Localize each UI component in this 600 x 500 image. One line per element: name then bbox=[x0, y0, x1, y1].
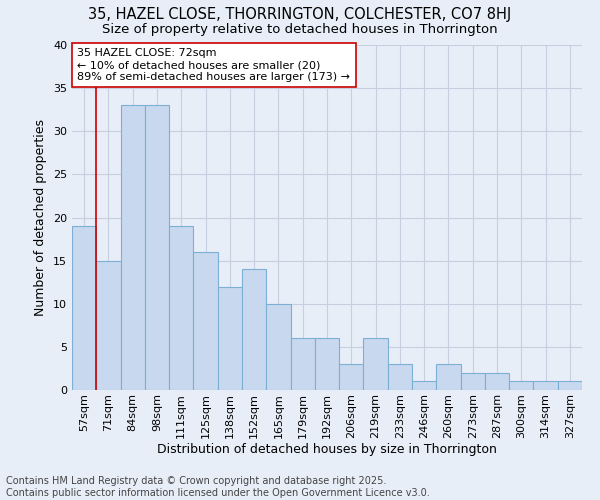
Bar bbox=[169, 226, 193, 390]
Bar bbox=[509, 382, 533, 390]
Text: Size of property relative to detached houses in Thorrington: Size of property relative to detached ho… bbox=[102, 22, 498, 36]
Bar bbox=[412, 382, 436, 390]
Bar bbox=[364, 338, 388, 390]
Bar bbox=[121, 106, 145, 390]
Bar bbox=[72, 226, 96, 390]
Bar bbox=[193, 252, 218, 390]
Text: 35 HAZEL CLOSE: 72sqm
← 10% of detached houses are smaller (20)
89% of semi-deta: 35 HAZEL CLOSE: 72sqm ← 10% of detached … bbox=[77, 48, 350, 82]
Bar bbox=[436, 364, 461, 390]
Bar bbox=[96, 260, 121, 390]
Text: Contains HM Land Registry data © Crown copyright and database right 2025.
Contai: Contains HM Land Registry data © Crown c… bbox=[6, 476, 430, 498]
Bar bbox=[242, 269, 266, 390]
Bar bbox=[290, 338, 315, 390]
Bar bbox=[388, 364, 412, 390]
Bar bbox=[533, 382, 558, 390]
Bar bbox=[218, 286, 242, 390]
Bar bbox=[558, 382, 582, 390]
Bar bbox=[485, 373, 509, 390]
Y-axis label: Number of detached properties: Number of detached properties bbox=[34, 119, 47, 316]
X-axis label: Distribution of detached houses by size in Thorrington: Distribution of detached houses by size … bbox=[157, 444, 497, 456]
Text: 35, HAZEL CLOSE, THORRINGTON, COLCHESTER, CO7 8HJ: 35, HAZEL CLOSE, THORRINGTON, COLCHESTER… bbox=[88, 8, 512, 22]
Bar bbox=[339, 364, 364, 390]
Bar bbox=[315, 338, 339, 390]
Bar bbox=[461, 373, 485, 390]
Bar bbox=[145, 106, 169, 390]
Bar bbox=[266, 304, 290, 390]
